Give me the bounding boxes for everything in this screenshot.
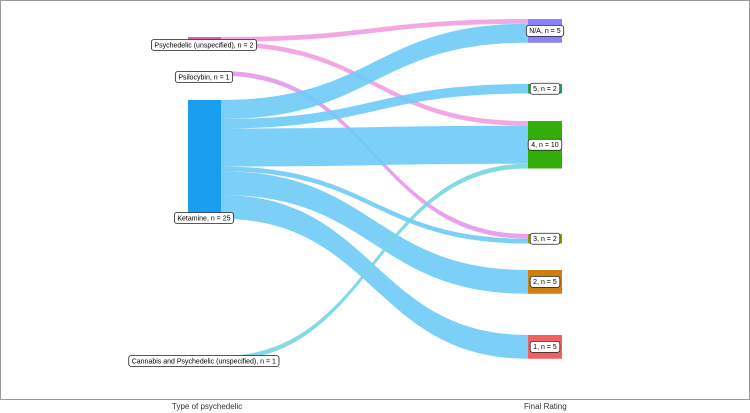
flow-ket-to-r3 <box>221 166 528 244</box>
node-psy-label-box <box>151 39 257 51</box>
node-r5-label: 5, n = 2 <box>529 82 561 95</box>
svg-text:N/A, n = 5: N/A, n = 5 <box>529 28 560 35</box>
node-r3-label-box <box>529 232 561 245</box>
node-r1-label-box <box>529 340 561 353</box>
flow-ket-to-na <box>221 23 528 119</box>
flow-psy-to-r4 <box>221 41 528 126</box>
sankey-diagram: Psychedelic (unspecified), n = 2 Psilocyb… <box>128 19 565 367</box>
node-ket-label-box <box>173 212 235 224</box>
svg-text:5, n = 2: 5, n = 2 <box>533 86 557 93</box>
node-psi-label: Psilocybin, n = 1 <box>174 71 234 83</box>
flow-ket-to-r4 <box>221 125 528 167</box>
node-can-label-box <box>128 355 280 367</box>
node-na-label-box <box>525 24 565 37</box>
svg-text:Psilocybin, n = 1: Psilocybin, n = 1 <box>178 74 229 81</box>
svg-text:3, n = 2: 3, n = 2 <box>533 236 557 243</box>
svg-text:Cannabis and Psychedelic (unsp: Cannabis and Psychedelic (unspecified), … <box>132 358 276 365</box>
svg-text:Ketamine, n = 25: Ketamine, n = 25 <box>177 215 230 222</box>
flow-psy-to-na <box>221 19 528 42</box>
axis-label-left: Type of psychedelic <box>172 402 243 411</box>
svg-text:1, n = 5: 1, n = 5 <box>533 344 557 351</box>
svg-text:4, n = 10: 4, n = 10 <box>531 142 559 149</box>
node-r2-label: 2, n = 5 <box>529 275 561 288</box>
node-can-label: Cannabis and Psychedelic (unspecified), … <box>128 355 280 367</box>
flow-can-to-r4 <box>221 163 528 361</box>
axis-label-right: Final Rating <box>524 402 567 411</box>
flow-ket-to-r1 <box>221 195 528 359</box>
flow-ket-to-r5 <box>221 84 528 129</box>
flow-ket-to-r2 <box>221 171 528 294</box>
node-r3-label: 3, n = 2 <box>529 232 561 245</box>
node-psy-label: Psychedelic (unspecified), n = 2 <box>151 39 257 51</box>
node-ket-label: Ketamine, n = 25 <box>173 212 235 224</box>
flows-layer <box>221 19 528 361</box>
svg-text:2, n = 5: 2, n = 5 <box>533 279 557 286</box>
node-ket <box>188 100 221 219</box>
node-r4-label: 4, n = 10 <box>527 138 563 151</box>
node-r4-label-box <box>527 138 563 151</box>
node-psi-label-box <box>174 71 234 83</box>
svg-text:Psychedelic (unspecified), n: Psychedelic (unspecified), n = 2 <box>154 42 253 49</box>
node-na-label: N/A, n = 5 <box>525 24 565 37</box>
node-r5-label-box <box>529 82 561 95</box>
node-r1-label: 1, n = 5 <box>529 340 561 353</box>
labels-layer: Psychedelic (unspecified), n = 2 Psilocyb… <box>128 24 565 367</box>
node-r2-label-box <box>529 275 561 288</box>
